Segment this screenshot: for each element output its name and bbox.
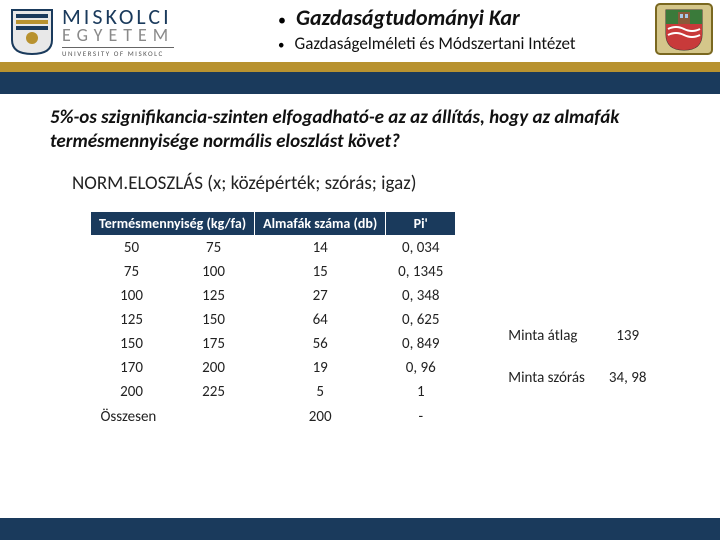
- logo-sub: EGYETEM: [62, 26, 174, 44]
- navy-divider: [0, 72, 720, 94]
- table-row: 75100150, 1345: [91, 260, 456, 284]
- col-header-yield: Termésmennyiség (kg/fa): [91, 211, 255, 235]
- table-body: 5075140, 034 75100150, 1345 100125270, 3…: [91, 235, 456, 429]
- faculty-name: Gazdaságtudományi Kar: [296, 4, 520, 31]
- total-pi: -: [386, 404, 456, 429]
- bullet-icon: •: [278, 13, 286, 29]
- stat-row: Minta szórás 34, 98: [496, 363, 658, 393]
- footer-bar: [0, 518, 720, 540]
- total-count: 200: [255, 404, 386, 429]
- table-row: 150175560, 849: [91, 332, 456, 356]
- logo-university: UNIVERSITY OF MISKOLC: [62, 50, 174, 57]
- mean-label: Minta átlag: [496, 321, 597, 351]
- std-label: Minta szórás: [496, 363, 597, 393]
- total-label: Összesen: [91, 404, 255, 429]
- col-header-count: Almafák száma (db): [255, 211, 386, 235]
- mean-value: 139: [597, 321, 659, 351]
- bullet-icon: •: [278, 39, 284, 52]
- university-logo-block: MISKOLCI EGYETEM UNIVERSITY OF MISKOLC: [0, 0, 270, 62]
- question-text: 5%-os szignifikancia-szinten elfogadható…: [50, 106, 670, 154]
- slide-header: MISKOLCI EGYETEM UNIVERSITY OF MISKOLC •…: [0, 0, 720, 62]
- coat-of-arms-icon: [654, 2, 714, 60]
- table-row: 100125270, 348: [91, 284, 456, 308]
- table-row: 5075140, 034: [91, 235, 456, 260]
- table-row: 20022551: [91, 380, 456, 405]
- stat-row: Minta átlag 139: [496, 321, 658, 351]
- stats-table: Minta átlag 139 Minta szórás 34, 98: [496, 321, 658, 393]
- header-bullets: • Gazdaságtudományi Kar • Gazdaságelméle…: [270, 0, 654, 56]
- col-header-pi: Pi': [386, 211, 456, 235]
- std-value: 34, 98: [597, 363, 659, 393]
- university-crest-icon: [10, 6, 54, 56]
- table-row: 125150640, 625: [91, 308, 456, 332]
- formula-text: NORM.ELOSZLÁS (x; középérték; szórás; ig…: [72, 172, 670, 195]
- table-row: 170200190, 96: [91, 356, 456, 380]
- data-table: Termésmennyiség (kg/fa) Almafák száma (d…: [90, 211, 456, 429]
- table-total-row: Összesen 200 -: [91, 404, 456, 429]
- gold-divider: [0, 62, 720, 72]
- institute-name: Gazdaságelméleti és Módszertani Intézet: [294, 33, 575, 54]
- slide-content: 5%-os szignifikancia-szinten elfogadható…: [0, 94, 720, 429]
- logo-text: MISKOLCI EGYETEM UNIVERSITY OF MISKOLC: [62, 6, 174, 57]
